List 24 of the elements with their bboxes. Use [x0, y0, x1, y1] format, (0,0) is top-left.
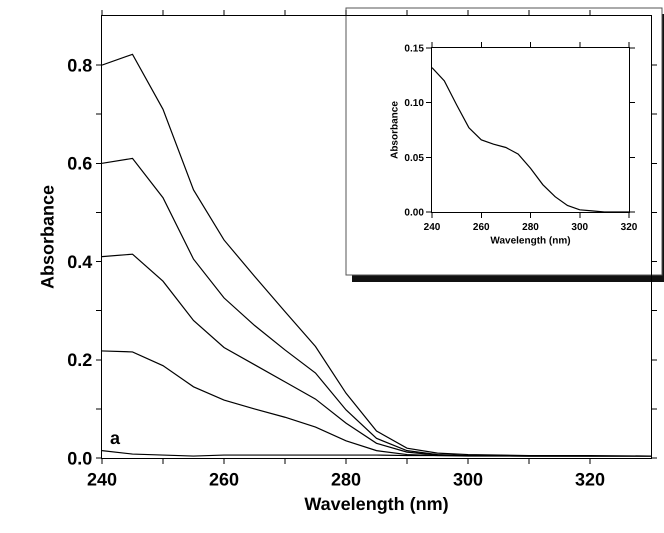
y-tick-label: 0.4 — [67, 252, 92, 272]
y-axis-title: Absorbance — [37, 184, 58, 290]
x-tick-label: 240 — [86, 470, 118, 490]
y-tick-label: 0.0 — [67, 448, 92, 468]
y-tick-label: 0.05 — [404, 152, 424, 164]
x-tick-label: 280 — [330, 470, 362, 490]
y-tick-label: 0.8 — [67, 55, 92, 76]
x-axis-title: Wavelength (nm) — [304, 494, 449, 514]
y-axis-title: Absorbance — [389, 100, 400, 159]
x-tick-label: 260 — [208, 470, 240, 490]
y-tick-label: 0.15 — [404, 44, 424, 54]
y-tick-label: 0.00 — [404, 208, 424, 218]
x-tick-label: 300 — [571, 222, 589, 234]
y-tick-label: 0.10 — [404, 98, 424, 110]
x-tick-label: 300 — [452, 470, 484, 490]
x-tick-label: 280 — [522, 222, 540, 234]
x-axis-title: Wavelength (nm) — [490, 236, 571, 247]
x-tick-label: 320 — [620, 222, 638, 234]
y-tick-label: 0.2 — [67, 350, 92, 370]
x-tick-label: 260 — [472, 222, 490, 234]
y-tick-label: 0.6 — [67, 154, 92, 174]
x-tick-label: 320 — [574, 470, 606, 490]
annotation: a — [110, 428, 121, 448]
x-tick-label: 240 — [424, 222, 441, 234]
